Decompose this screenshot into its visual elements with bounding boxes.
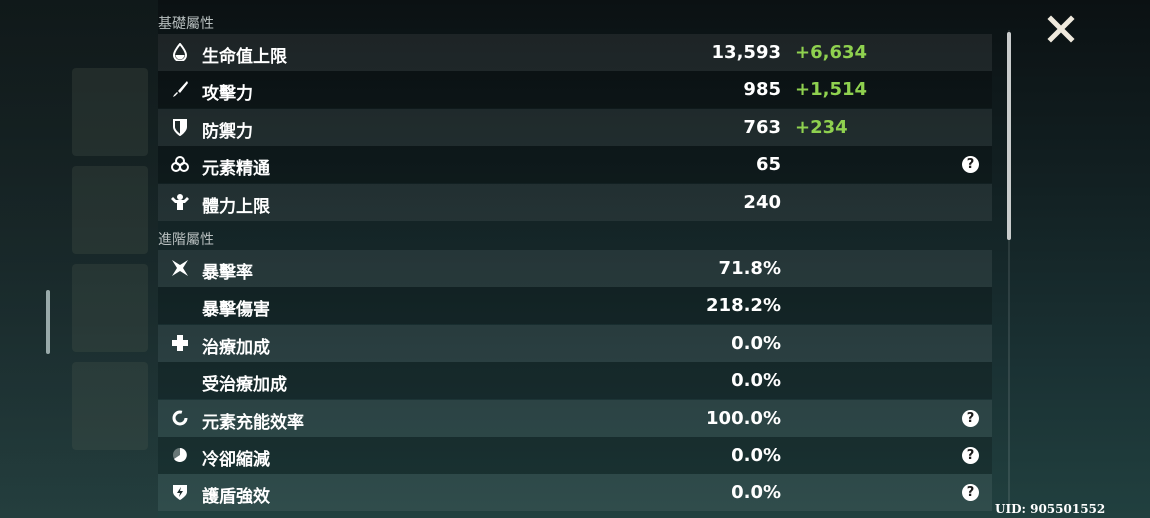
stat-value: 985 xyxy=(743,79,781,101)
stat-value: 218.2% xyxy=(706,295,781,317)
stat-value: 0.0% xyxy=(731,445,781,466)
help-icon[interactable]: ? xyxy=(962,156,979,174)
stat-label: 元素充能效率 xyxy=(202,412,304,433)
stat-row: 受治療加成 0.0% xyxy=(158,362,992,400)
bg-card xyxy=(72,68,148,156)
stat-label: 生命值上限 xyxy=(202,47,287,67)
stat-value: 0.0% xyxy=(731,370,781,392)
uid-label: UID: 905501552 xyxy=(995,502,1106,516)
stat-label: 冷卻縮減 xyxy=(202,450,270,470)
stat-bonus: +6,634 xyxy=(795,42,868,63)
stat-value: 100.0% xyxy=(706,407,781,429)
stat-row: 暴擊傷害 218.2% xyxy=(158,287,992,325)
bg-card xyxy=(72,362,148,450)
elemental-mastery-icon xyxy=(170,154,190,174)
stat-row: 元素充能效率 100.0%? xyxy=(158,399,992,437)
stat-label: 受治療加成 xyxy=(202,375,287,396)
stat-value: 65 xyxy=(755,154,781,176)
stat-row: 暴擊率 71.8% xyxy=(158,250,992,287)
scrollbar-track[interactable] xyxy=(1008,30,1010,508)
stat-value: 0.0% xyxy=(731,482,781,504)
help-icon[interactable]: ? xyxy=(962,484,979,502)
stat-row: 體力上限 240 xyxy=(158,183,992,221)
crit-rate-icon xyxy=(170,258,190,278)
stat-value: 13,593 xyxy=(711,42,781,63)
stat-row: 冷卻縮減 0.0%? xyxy=(158,437,992,474)
energy-recharge-icon xyxy=(170,408,190,428)
shield-strength-icon xyxy=(170,482,190,502)
stat-bonus: +1,514 xyxy=(795,79,868,101)
stat-label: 護盾強效 xyxy=(202,487,270,508)
stat-label: 防禦力 xyxy=(202,121,253,142)
stat-value: 71.8% xyxy=(718,258,781,279)
hp-drop-icon xyxy=(170,42,190,62)
sword-icon xyxy=(170,79,190,99)
stat-row: 元素精通 65? xyxy=(158,146,992,184)
stat-label: 治療加成 xyxy=(202,337,270,358)
stat-row: 治療加成 0.0% xyxy=(158,324,992,362)
left-scrollbar[interactable] xyxy=(46,290,50,354)
shield-icon xyxy=(170,117,190,137)
stat-value: 240 xyxy=(743,191,781,213)
close-button[interactable] xyxy=(1046,14,1076,44)
background-character-list xyxy=(0,0,158,518)
help-icon[interactable]: ? xyxy=(962,447,979,464)
cooldown-icon xyxy=(170,445,190,465)
stat-label: 元素精通 xyxy=(202,159,270,180)
stat-label: 體力上限 xyxy=(202,196,270,217)
stamina-icon xyxy=(170,192,190,212)
stat-row: 護盾強效 0.0%? xyxy=(158,474,992,512)
stat-label: 攻擊力 xyxy=(202,84,253,105)
close-icon xyxy=(1047,15,1075,43)
scrollbar-thumb[interactable] xyxy=(1007,32,1011,240)
section-advanced-title: 進階屬性 xyxy=(158,232,214,248)
bg-card xyxy=(72,264,148,352)
stat-value: 0.0% xyxy=(731,332,781,354)
healing-cross-icon xyxy=(170,333,190,353)
help-icon[interactable]: ? xyxy=(962,409,979,427)
stat-row: 防禦力 763 +234 xyxy=(158,108,992,146)
bg-card xyxy=(72,166,148,254)
stat-row: 攻擊力 985 +1,514 xyxy=(158,71,992,109)
stat-value: 763 xyxy=(743,116,781,138)
stat-label: 暴擊率 xyxy=(202,263,253,283)
stat-label: 暴擊傷害 xyxy=(202,300,270,321)
stat-bonus: +234 xyxy=(795,116,848,138)
section-basic-title: 基礎屬性 xyxy=(158,16,214,32)
stat-row: 生命值上限 13,593 +6,634 xyxy=(158,34,992,71)
